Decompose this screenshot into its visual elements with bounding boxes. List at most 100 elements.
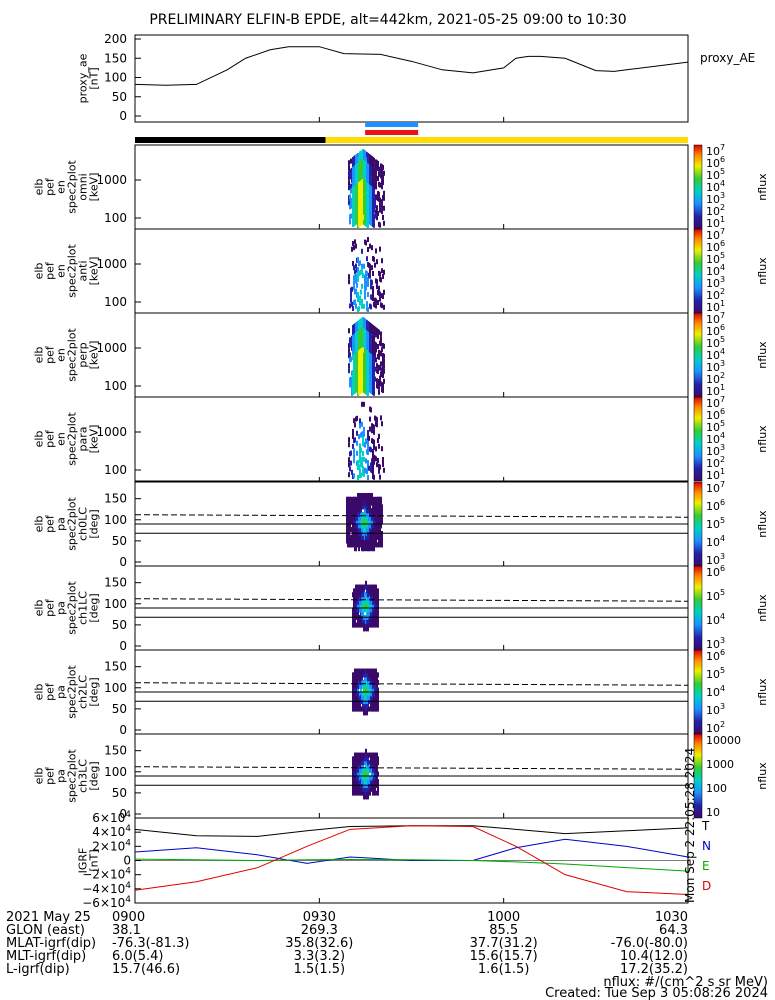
spectrogram-cell: [383, 205, 385, 211]
pitch-angle-cell: [374, 775, 376, 781]
panel-frame: [134, 144, 689, 230]
pitch-angle-cell: [349, 504, 351, 510]
pitch-angle-cell: [373, 538, 375, 544]
y-axis-label-line: [deg]: [88, 593, 101, 622]
spectrogram-cell: [361, 461, 363, 467]
pitch-angle-cell: [377, 687, 379, 693]
pitch-angle-cell: [375, 679, 377, 685]
pitch-angle-cell: [355, 687, 357, 693]
colorbar-label: nflux: [756, 594, 769, 622]
spectrogram-cell: [374, 203, 376, 209]
y-axis-label-line: spec2plot: [66, 665, 79, 719]
colorbar-label-text: nflux: [756, 594, 769, 622]
spectrogram-cell: [367, 193, 369, 198]
spectrogram-cell: [383, 269, 385, 275]
y-tick-label: 0: [119, 639, 127, 653]
spectrogram-cell: [359, 354, 361, 360]
footer-value: 35.8(32.6): [285, 936, 353, 951]
colorbar-label: nflux: [756, 425, 769, 453]
footer-value: 1.5(1.5): [294, 962, 346, 977]
spectrogram-cell: [367, 292, 369, 297]
spectrogram-cell: [364, 442, 366, 448]
colorbar-tick-label: 102: [706, 287, 725, 302]
pitch-angle-cell: [378, 511, 380, 517]
spectrogram-cell: [373, 256, 375, 262]
pitch-angle-cell: [359, 527, 361, 533]
spectrogram-cell: [371, 329, 373, 335]
pitch-angle-cell: [371, 500, 373, 506]
pitch-angle-cell: [352, 679, 354, 685]
spectrogram-cell: [363, 431, 365, 437]
spectrogram-cell: [358, 345, 360, 351]
spectrogram-cell: [359, 423, 361, 429]
spectrogram-cell: [356, 178, 358, 184]
colorbar-tick-label: 101: [706, 215, 725, 230]
spectrogram-cell: [360, 472, 362, 478]
anti-loss-cone-line: [134, 514, 689, 518]
spectrogram-cell: [353, 285, 355, 291]
pitch-angle-cell: [368, 622, 370, 628]
spectrogram-cell: [355, 278, 357, 284]
pitch-angle-cell: [354, 592, 356, 598]
spectrogram-cell: [382, 373, 384, 378]
spectrogram-cell: [361, 268, 363, 274]
spectrogram-cell: [365, 458, 367, 464]
spectrogram-cell: [357, 475, 359, 480]
spectrogram-cell: [383, 195, 385, 201]
spectrogram-cell: [372, 464, 374, 469]
spectrogram-cell: [358, 464, 360, 470]
spectrogram-cell: [350, 173, 352, 179]
pitch-angle-cell: [376, 676, 378, 682]
spectrogram-cell: [373, 207, 375, 213]
spectrogram-cell: [369, 243, 371, 249]
spectrogram-cell: [379, 207, 381, 213]
spectrogram-cell: [352, 306, 354, 311]
spectrogram-cell: [354, 422, 356, 428]
spectrogram-cell: [382, 462, 384, 467]
spectrogram-cell: [377, 161, 379, 166]
pitch-angle-cell: [365, 626, 367, 632]
spectrogram-cell: [353, 458, 355, 464]
spectrogram-cell: [354, 239, 356, 245]
y-axis-label-line: spec2plot: [66, 412, 79, 466]
pitch-angle-cell: [359, 775, 361, 781]
igrf-T-line: [134, 825, 689, 837]
units-note: nflux: #/(cm^2 s sr MeV): [603, 975, 768, 990]
pitch-angle-cell: [377, 760, 379, 766]
colorbar-tick-label: 103: [706, 552, 725, 567]
spectrogram-cell: [355, 209, 357, 215]
spectrogram-cell: [380, 415, 382, 421]
pitch-angle-cell: [381, 534, 383, 540]
pitch-angle-cell: [368, 592, 370, 598]
spectrogram-cell: [362, 466, 364, 471]
pitch-angle-cell: [357, 611, 359, 617]
y-axis-label-line: pa: [55, 769, 68, 783]
pitch-angle-cell: [381, 508, 383, 514]
igrf-D-line: [134, 825, 689, 895]
spectrogram-cell: [368, 435, 370, 441]
spectrogram-cell: [366, 256, 368, 262]
spectrogram-cell: [364, 289, 366, 295]
spectrogram-cell: [350, 460, 352, 466]
spectrogram-cell: [383, 170, 385, 176]
footer-value: 6.0(5.4): [112, 949, 164, 964]
pitch-angle-cell: [351, 515, 353, 521]
spectrogram-cell: [367, 282, 369, 287]
colorbar: [693, 649, 703, 735]
spectrogram-cell: [355, 303, 357, 309]
spectrogram-cell: [383, 353, 385, 359]
pitch-angle-cell: [357, 676, 359, 682]
spectrogram-cell: [357, 267, 359, 272]
colorbar-tick-label: 104: [706, 431, 725, 446]
y-axis-label-line: elb: [33, 431, 46, 448]
spectrogram-cell: [349, 219, 351, 225]
spectrogram-cell: [380, 351, 382, 357]
spectrogram-cell: [361, 357, 363, 363]
spectrogram-cell: [352, 212, 354, 217]
spectrogram-cell: [373, 444, 375, 450]
pitch-angle-cell: [377, 603, 379, 609]
spectrogram-cell: [358, 434, 360, 440]
